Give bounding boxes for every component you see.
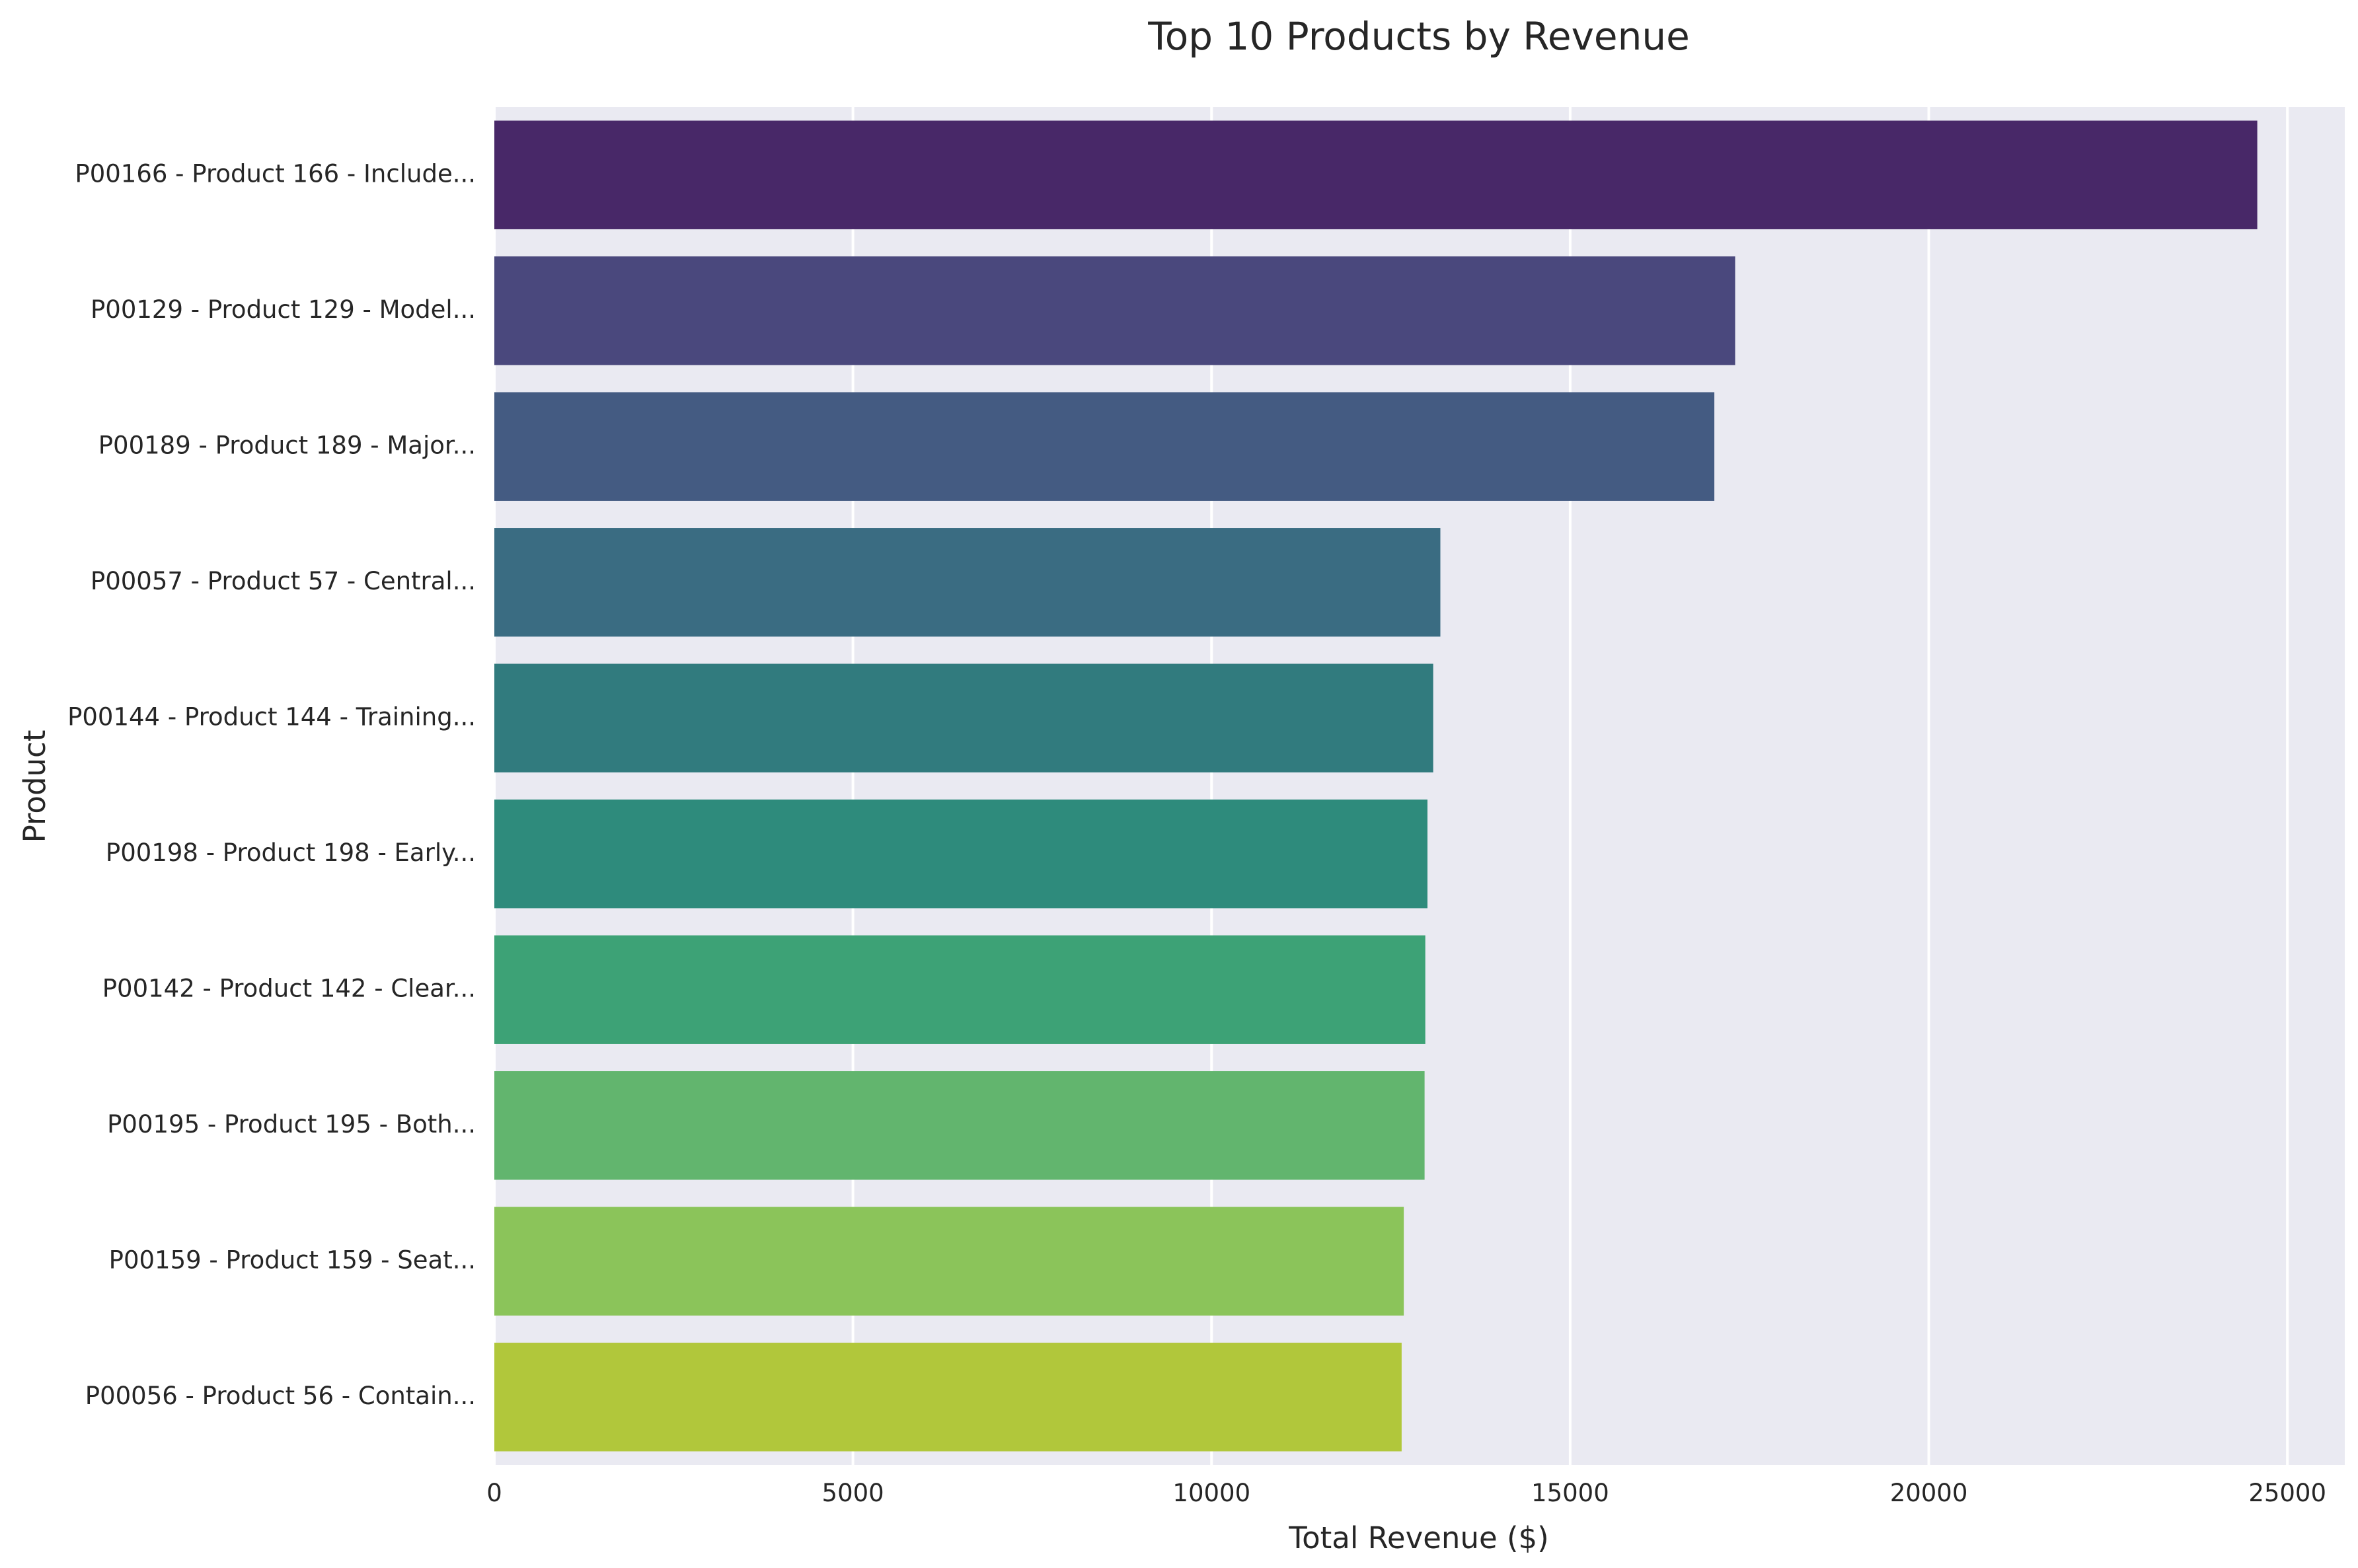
x-tick-label: 15000 <box>1531 1479 1609 1507</box>
x-tick-label: 25000 <box>2248 1479 2326 1507</box>
y-tick-label: P00142 - Product 142 - Clear... <box>102 974 476 1002</box>
x-tick-label: 5000 <box>822 1479 884 1507</box>
bar <box>494 1343 1402 1452</box>
x-tick-label: 0 <box>486 1479 502 1507</box>
bar <box>494 256 1735 365</box>
bar <box>494 800 1427 909</box>
y-axis-label: Product <box>17 730 52 843</box>
chart-title: Top 10 Products by Revenue <box>1147 14 1690 59</box>
y-tick-label: P00159 - Product 159 - Seat... <box>109 1246 476 1274</box>
y-tick-label: P00057 - Product 57 - Central... <box>91 567 476 595</box>
bar <box>494 1207 1404 1316</box>
bar <box>494 392 1715 501</box>
bar <box>494 120 2258 229</box>
x-tick-label: 10000 <box>1172 1479 1250 1507</box>
y-tick-label: P00129 - Product 129 - Model... <box>91 295 476 324</box>
y-tick-label: P00056 - Product 56 - Contain... <box>85 1382 476 1410</box>
y-tick-labels: P00166 - Product 166 - Include... P00129 … <box>67 159 476 1410</box>
bars <box>494 120 2258 1452</box>
bar <box>494 1071 1425 1180</box>
bar <box>494 528 1441 637</box>
bar <box>494 663 1433 772</box>
y-tick-label: P00195 - Product 195 - Both... <box>107 1110 476 1139</box>
y-tick-label: P00144 - Product 144 - Training... <box>67 702 476 731</box>
y-tick-label: P00166 - Product 166 - Include... <box>75 159 476 188</box>
x-axis-label: Total Revenue ($) <box>1288 1520 1548 1555</box>
bar <box>494 935 1426 1044</box>
x-tick-label: 20000 <box>1890 1479 1968 1507</box>
x-tick-labels: 0 5000 10000 15000 20000 25000 <box>486 1479 2326 1507</box>
y-tick-label: P00198 - Product 198 - Early... <box>106 839 476 867</box>
y-tick-label: P00189 - Product 189 - Major... <box>98 431 476 459</box>
